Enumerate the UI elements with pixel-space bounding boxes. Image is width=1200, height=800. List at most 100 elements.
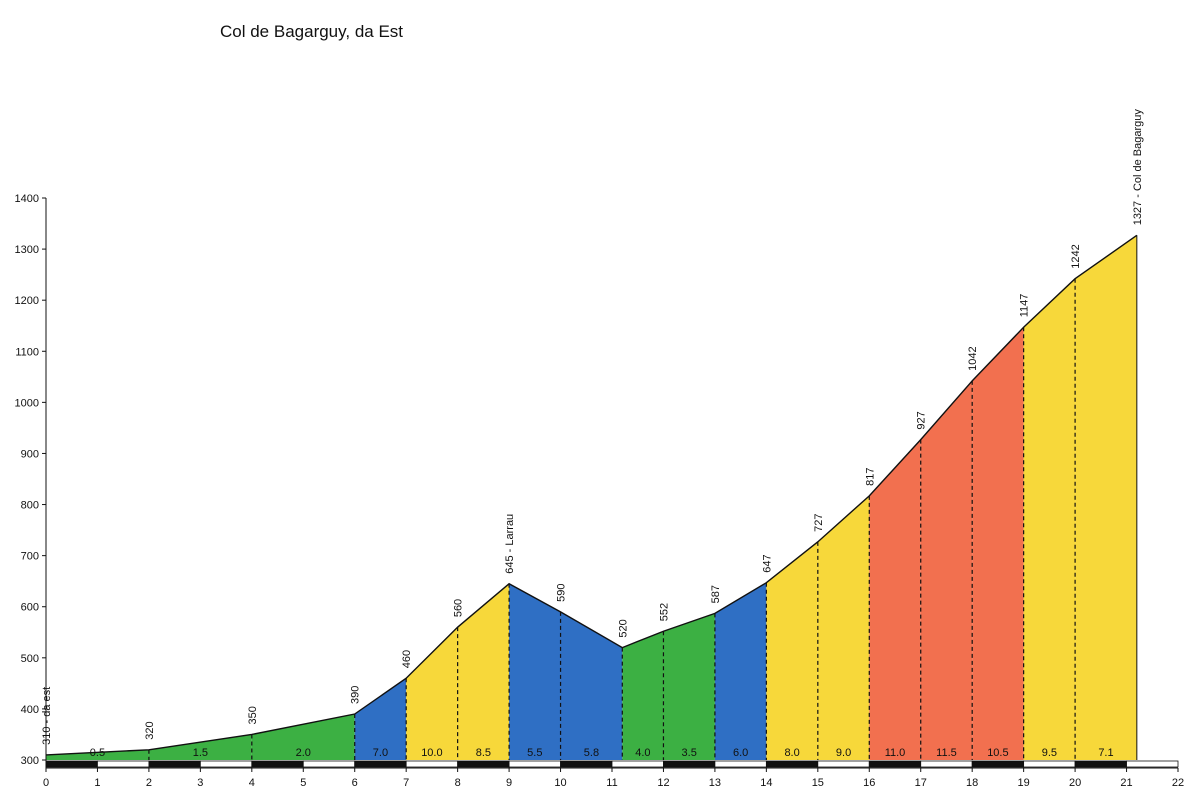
segment-area [920, 380, 973, 760]
km-bar [868, 760, 922, 768]
segment-area [766, 541, 818, 760]
altitude-label: 1042 [967, 346, 979, 370]
y-tick-label: 600 [21, 602, 39, 614]
segment-area [972, 327, 1024, 760]
x-tick-label: 10 [554, 777, 566, 789]
km-bar [817, 760, 870, 768]
gradient-label: 3.5 [682, 747, 697, 759]
segment-area [663, 613, 715, 760]
x-tick-label: 16 [863, 777, 875, 789]
gradient-label: 8.5 [476, 747, 491, 759]
y-tick-label: 300 [21, 755, 39, 767]
x-tick-label: 20 [1069, 777, 1081, 789]
x-tick-label: 17 [915, 777, 927, 789]
segment-area [560, 611, 623, 760]
km-bar [920, 760, 973, 768]
y-tick-label: 1200 [15, 295, 39, 307]
altitude-label: 645 - Larrau [504, 514, 516, 574]
y-tick-label: 1000 [15, 397, 39, 409]
km-bar [302, 760, 356, 768]
x-tick-label: 19 [1018, 777, 1030, 789]
altitude-labels: 310 - da est 320 350 390 460 560 645 - Larrau 5… [41, 109, 1144, 745]
altitude-label: 647 [761, 554, 773, 572]
altitude-label: 1242 [1070, 244, 1082, 268]
y-tick-label: 1100 [15, 346, 39, 358]
segment-area [354, 678, 407, 760]
segment-area [714, 582, 767, 760]
x-tick-label: 8 [455, 777, 461, 789]
segment-area [1023, 278, 1076, 760]
km-bar [457, 760, 510, 768]
gradient-label: 10.5 [987, 747, 1008, 759]
chart-title: Col de Bagarguy, da Est [220, 22, 404, 41]
segment-dividers [148, 235, 1138, 760]
x-tick-label: 2 [146, 777, 152, 789]
km-bar [405, 760, 459, 768]
km-bar [1126, 760, 1179, 768]
gradient-label: 4.0 [635, 747, 650, 759]
gradient-label: 7.0 [373, 747, 388, 759]
segment-area [251, 714, 355, 760]
altitude-label: 390 [350, 686, 362, 704]
x-tick-label: 4 [249, 777, 255, 789]
altitude-label: 460 [401, 650, 413, 668]
y-tick-label: 900 [21, 448, 39, 460]
km-bar [251, 760, 304, 768]
altitude-label: 552 [658, 603, 670, 621]
x-tick-label: 0 [43, 777, 49, 789]
altitude-label: 1147 [1019, 294, 1031, 318]
km-bar [611, 760, 664, 768]
gradient-label: 7.1 [1098, 747, 1113, 759]
distance-strip [45, 760, 1179, 768]
gradient-label: 5.8 [584, 747, 599, 759]
x-tick-label: 5 [300, 777, 306, 789]
y-tick-label: 500 [21, 653, 39, 665]
gradient-label: 11.5 [936, 747, 957, 759]
x-tick-label: 18 [966, 777, 978, 789]
gradient-label: 1.5 [193, 747, 208, 759]
segment-area [46, 749, 149, 760]
altitude-label: 310 - da est [41, 687, 53, 745]
segment-area [817, 495, 870, 760]
gradient-label: 5.5 [527, 747, 542, 759]
axes: 3004005006007008009001000110012001300140… [15, 193, 1185, 789]
gradient-label: 11.0 [885, 747, 906, 759]
km-bar [508, 760, 561, 768]
x-tick-label: 1 [94, 777, 100, 789]
gradient-label: 9.5 [1042, 747, 1057, 759]
km-bar [1023, 760, 1076, 768]
x-tick-label: 6 [352, 777, 358, 789]
x-tick-label: 11 [606, 777, 617, 789]
altitude-label: 590 [556, 583, 568, 601]
altitude-label: 927 [916, 411, 928, 429]
y-tick-label: 800 [21, 500, 39, 512]
altitude-label: 587 [710, 585, 722, 603]
profile-outline [45, 234, 1138, 756]
x-tick-label: 3 [197, 777, 203, 789]
km-bar [45, 760, 98, 768]
x-tick-label: 15 [812, 777, 824, 789]
x-tick-label: 14 [760, 777, 772, 789]
segment-area [509, 583, 561, 760]
altitude-label: 320 [144, 721, 156, 739]
altitude-label: 817 [864, 468, 876, 486]
x-tick-label: 12 [657, 777, 669, 789]
y-tick-label: 700 [21, 551, 39, 563]
x-tick-label: 7 [403, 777, 409, 789]
altitude-label: 727 [813, 513, 825, 531]
y-tick-label: 1300 [15, 244, 39, 256]
km-bar [148, 760, 201, 768]
gradient-label: 0.5 [90, 747, 105, 759]
segment-area [1075, 235, 1137, 760]
segment-area [869, 439, 921, 760]
segment-area [457, 583, 510, 760]
km-bar [971, 760, 1025, 768]
x-tick-label: 21 [1120, 777, 1132, 789]
y-tick-label: 400 [21, 704, 39, 716]
km-bar [97, 760, 150, 768]
segment-area [406, 627, 458, 760]
altitude-label: 520 [617, 619, 629, 637]
x-tick-label: 13 [709, 777, 721, 789]
gradient-label: 2.0 [296, 747, 311, 759]
